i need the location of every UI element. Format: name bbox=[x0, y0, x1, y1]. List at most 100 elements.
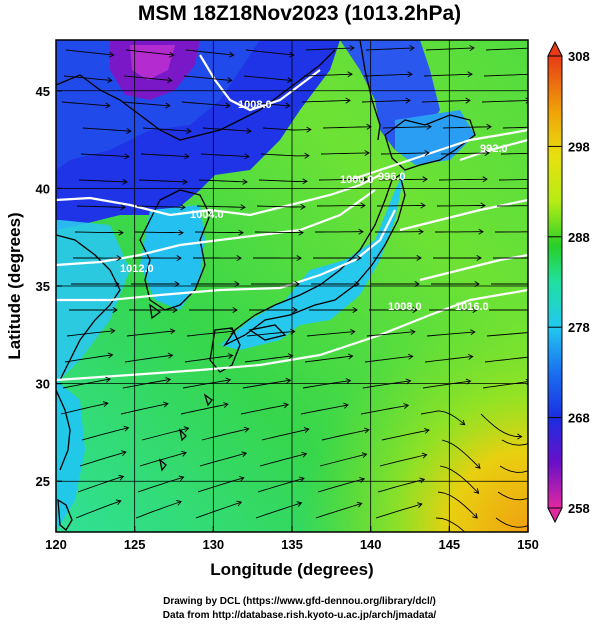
streamline bbox=[198, 179, 248, 183]
streamline bbox=[199, 452, 247, 467]
isobar-1016 bbox=[56, 288, 528, 382]
streamline-arrow bbox=[537, 255, 541, 260]
x-axis-label: Longitude (degrees) bbox=[210, 560, 373, 579]
streamline-arrow bbox=[287, 353, 294, 360]
y-tick-label: 25 bbox=[36, 474, 50, 489]
streamline-arrow bbox=[289, 51, 295, 58]
streamline-arrow bbox=[418, 228, 424, 235]
streamline bbox=[302, 380, 351, 389]
streamline-arrow bbox=[296, 255, 302, 261]
streamline-arrow bbox=[421, 452, 428, 459]
x-tick-label: 120 bbox=[45, 537, 67, 552]
streamline bbox=[483, 73, 528, 77]
streamline-arrow bbox=[238, 229, 244, 236]
streamline bbox=[137, 476, 184, 493]
streamline-arrow bbox=[486, 123, 492, 130]
warm-region-southeast bbox=[300, 300, 528, 532]
colorbar-max-triangle bbox=[547, 40, 563, 57]
streamline bbox=[200, 153, 249, 158]
streamline bbox=[261, 428, 309, 441]
streamline bbox=[381, 429, 430, 441]
streamline bbox=[125, 49, 174, 56]
colorbar-tick-label: 298 bbox=[568, 139, 590, 154]
y-tick-label: 30 bbox=[36, 377, 50, 392]
streamline-arrow bbox=[302, 178, 308, 185]
streamline-arrow bbox=[361, 452, 368, 459]
streamline-arrow bbox=[350, 328, 356, 335]
streamline bbox=[482, 381, 528, 389]
streamline-arrow bbox=[246, 128, 252, 134]
coastline-china-east bbox=[56, 234, 121, 381]
streamline bbox=[497, 491, 528, 501]
streamline bbox=[421, 99, 471, 103]
y-tick-label: 40 bbox=[36, 181, 50, 196]
streamline bbox=[201, 428, 249, 441]
coastline-jeju bbox=[149, 303, 162, 320]
streamline bbox=[485, 47, 528, 51]
coastline-ryukyu-3 bbox=[159, 458, 167, 472]
streamline bbox=[424, 356, 473, 363]
colorbar-tick-label: 288 bbox=[568, 230, 590, 245]
streamline-arrow bbox=[102, 401, 109, 407]
streamline-arrow bbox=[480, 202, 486, 209]
streamline bbox=[142, 127, 191, 132]
streamline-arrow bbox=[285, 102, 291, 109]
streamline bbox=[300, 404, 349, 415]
streamline-arrow bbox=[107, 77, 113, 84]
streamline bbox=[254, 231, 303, 234]
streamline-arrow bbox=[120, 450, 127, 457]
streamline bbox=[121, 101, 170, 107]
streamline bbox=[378, 178, 428, 181]
streamline bbox=[502, 126, 528, 129]
streamline bbox=[361, 99, 411, 103]
streamline bbox=[140, 153, 189, 158]
colorbar-body bbox=[547, 55, 563, 509]
streamline-arrow bbox=[407, 71, 413, 78]
streamline-arrow bbox=[124, 153, 130, 160]
streamline bbox=[303, 73, 353, 77]
streamline-arrow bbox=[352, 307, 358, 313]
streamline-arrow bbox=[472, 512, 478, 519]
streamline bbox=[376, 205, 425, 207]
streamline bbox=[382, 126, 432, 129]
streamline-arrow bbox=[471, 538, 476, 543]
streamline-arrow bbox=[347, 353, 354, 360]
streamline-arrow bbox=[176, 255, 182, 262]
streamline bbox=[61, 101, 110, 107]
isobar-north bbox=[199, 54, 321, 112]
streamline-arrow bbox=[409, 45, 415, 52]
streamline bbox=[442, 126, 492, 129]
streamline bbox=[183, 75, 232, 81]
streamline-arrow bbox=[299, 476, 305, 483]
streamline bbox=[365, 47, 415, 51]
streamline-arrow bbox=[482, 176, 488, 183]
x-axis-ticks: 120 125 130 135 140 145 150 bbox=[45, 526, 539, 552]
streamline-arrow bbox=[478, 228, 484, 235]
coastline-ryukyu-2 bbox=[178, 428, 187, 442]
streamline bbox=[185, 49, 234, 56]
streamline bbox=[246, 330, 295, 337]
streamline bbox=[181, 101, 230, 107]
streamline-arrow bbox=[243, 426, 250, 433]
streamline bbox=[136, 205, 186, 208]
streamline-arrow bbox=[163, 401, 169, 408]
streamline-arrow bbox=[172, 307, 178, 313]
streamline bbox=[305, 47, 355, 51]
colorbar-tick-label: 268 bbox=[568, 411, 590, 426]
streamline-arrow bbox=[241, 451, 248, 458]
streamline-arrow bbox=[525, 97, 528, 104]
streamline-arrow bbox=[422, 176, 428, 183]
colorbar: 308 298 288 278 268 258 bbox=[547, 40, 590, 524]
streamline-arrow bbox=[109, 51, 115, 58]
streamline bbox=[66, 330, 115, 337]
colorbar-tick-label: 278 bbox=[568, 320, 590, 335]
streamline bbox=[134, 231, 184, 234]
streamline-arrow bbox=[303, 427, 310, 434]
streamline-arrow bbox=[358, 228, 364, 235]
streamline-arrow bbox=[296, 501, 303, 507]
streamline-arrow bbox=[360, 202, 366, 209]
streamline-arrow bbox=[244, 153, 250, 160]
coastline-taiwan bbox=[57, 498, 73, 531]
streamline-arrow bbox=[223, 402, 229, 408]
streamline-arrow bbox=[345, 378, 352, 385]
